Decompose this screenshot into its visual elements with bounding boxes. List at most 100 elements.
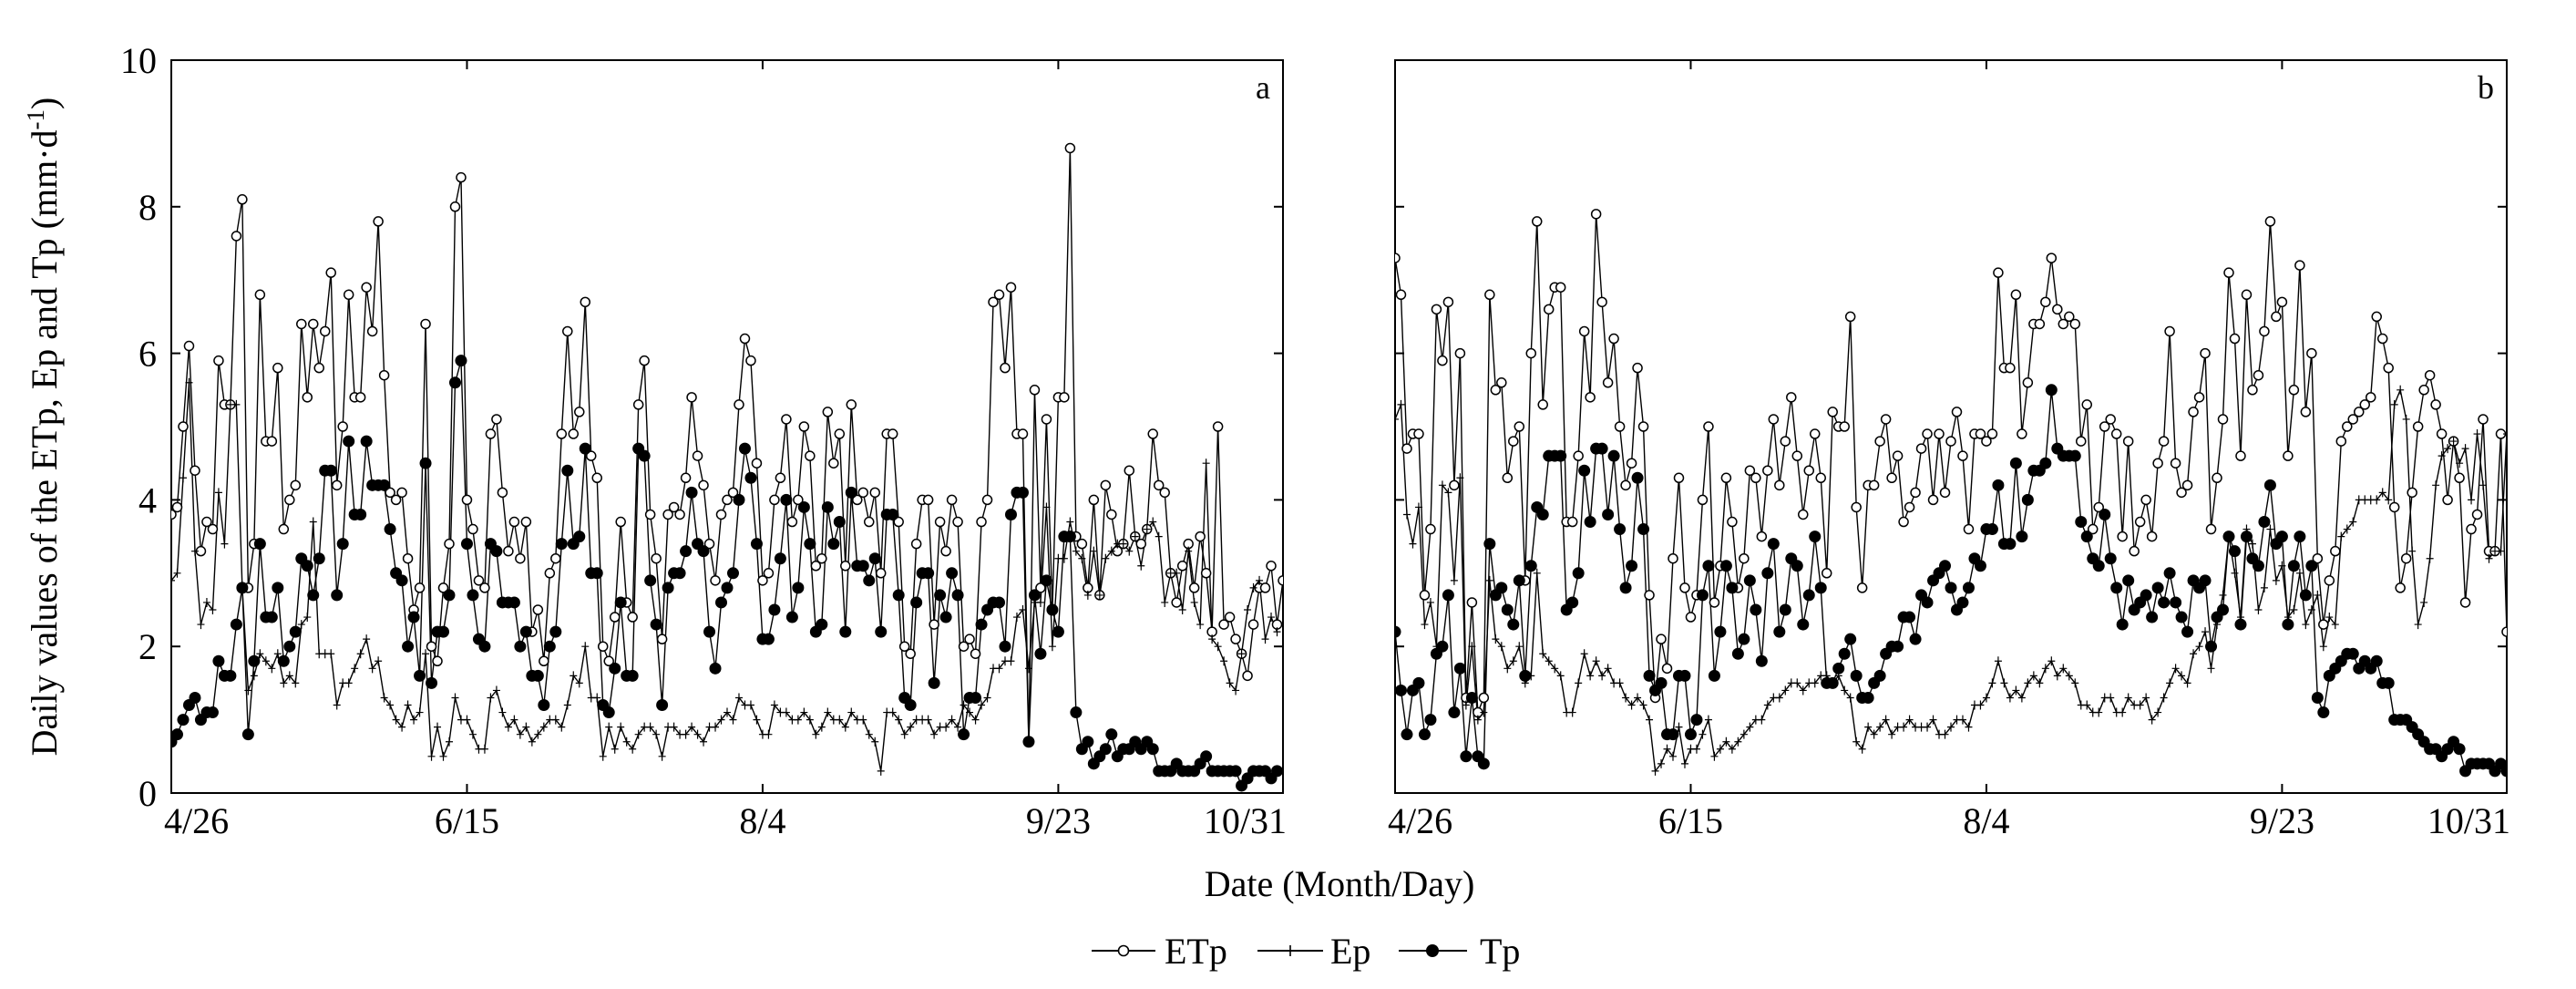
point-ep — [1485, 575, 1493, 585]
point-etp — [1566, 516, 1578, 528]
point-tp — [1442, 589, 1454, 602]
point-ep — [344, 678, 353, 688]
point-tp — [1619, 582, 1632, 594]
series-line-etp-a — [171, 147, 1283, 743]
point-etp — [2193, 392, 2205, 403]
point-tp — [407, 611, 420, 623]
point-tp — [443, 589, 456, 602]
point-tp — [289, 625, 302, 638]
point-ep — [1395, 414, 1399, 424]
point-ep — [724, 707, 731, 717]
point-tp — [1477, 757, 1490, 770]
point-etp — [420, 318, 431, 330]
point-etp — [456, 171, 467, 183]
point-etp — [2017, 428, 2027, 439]
point-etp — [1005, 282, 1017, 293]
point-ep — [2095, 707, 2103, 717]
point-etp — [2454, 472, 2465, 484]
point-ep — [185, 377, 193, 387]
series-line-etp-b — [1395, 213, 2507, 714]
point-ep — [1763, 700, 1771, 710]
point-tp — [1040, 574, 1052, 587]
point-etp — [970, 648, 981, 659]
point-etp — [568, 428, 580, 439]
point-ep — [179, 473, 187, 483]
point-etp — [532, 604, 544, 615]
point-etp — [1637, 421, 1649, 432]
point-ep — [202, 597, 210, 607]
point-etp — [1762, 465, 1773, 476]
point-ep — [2219, 590, 2227, 600]
point-etp — [993, 289, 1005, 301]
point-tp — [1578, 464, 1591, 477]
point-ep — [1958, 715, 1966, 725]
point-tp — [863, 574, 876, 587]
point-tp — [467, 589, 479, 602]
point-ep — [1876, 722, 1884, 732]
point-ep — [1965, 722, 1973, 732]
point-etp — [290, 479, 302, 491]
point-ep — [1042, 502, 1051, 512]
point-ep — [356, 649, 364, 659]
point-ep — [954, 722, 962, 732]
point-tp — [1719, 560, 1732, 572]
point-ep — [439, 751, 447, 761]
point-etp — [1076, 538, 1088, 550]
point-etp — [591, 472, 602, 484]
point-ep — [2059, 664, 2068, 674]
point-etp — [1626, 458, 1637, 469]
point-etp — [2105, 414, 2116, 425]
point-etp — [1774, 479, 1785, 491]
point-ep — [1131, 531, 1139, 541]
point-ep — [232, 399, 241, 409]
point-tp — [1767, 538, 1780, 551]
point-tp — [1873, 669, 1886, 682]
point-tp — [555, 538, 568, 551]
point-tp — [1034, 647, 1047, 660]
point-tp — [514, 640, 527, 653]
point-ep — [416, 707, 424, 717]
point-etp — [1957, 450, 1968, 461]
point-ep — [297, 620, 305, 630]
point-etp — [863, 516, 875, 528]
point-etp — [284, 494, 295, 506]
point-ep — [1994, 656, 2002, 666]
point-tp — [1761, 567, 1774, 580]
point-tp — [715, 596, 728, 609]
point-ep — [734, 693, 743, 703]
point-ep — [1870, 729, 1878, 739]
point-etp — [2424, 369, 2436, 381]
point-etp — [834, 428, 846, 439]
point-tp — [1892, 640, 1904, 653]
point-tp — [922, 567, 935, 580]
point-ep — [2290, 605, 2298, 614]
point-ep — [1888, 729, 1896, 739]
point-etp — [378, 369, 390, 381]
point-ep — [539, 722, 548, 732]
point-tp — [1779, 603, 1791, 616]
series-line-ep-b — [1395, 389, 2507, 772]
point-etp — [1401, 443, 1412, 454]
point-ep — [924, 715, 932, 725]
point-etp — [254, 289, 266, 301]
point-tp — [419, 457, 432, 469]
point-etp — [1029, 385, 1041, 396]
point-tp — [910, 596, 923, 609]
point-etp — [574, 407, 585, 417]
point-tp — [2282, 618, 2294, 631]
point-ep — [375, 656, 383, 666]
point-etp — [1868, 479, 1880, 491]
point-etp — [1993, 267, 2004, 278]
series-group-b — [1395, 209, 2507, 779]
point-ep — [434, 722, 442, 732]
point-tp — [2099, 508, 2111, 520]
point-tp — [437, 625, 450, 638]
point-etp — [2259, 325, 2270, 337]
point-etp — [2388, 501, 2400, 513]
point-etp — [1844, 311, 1856, 323]
point-etp — [1135, 538, 1147, 550]
point-etp — [597, 641, 609, 652]
point-etp — [1000, 362, 1011, 374]
point-etp — [2466, 523, 2477, 535]
point-tp — [531, 669, 544, 682]
